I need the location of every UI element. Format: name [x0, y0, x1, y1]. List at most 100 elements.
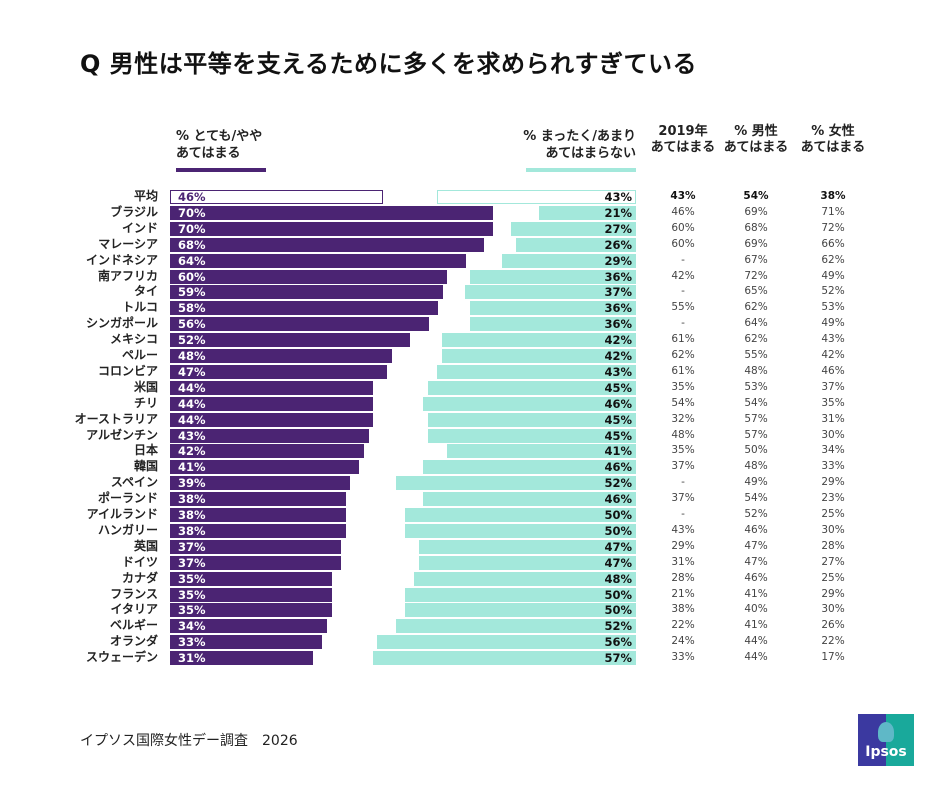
agree-value: 58% [178, 301, 206, 316]
value-2019: 35% [671, 380, 695, 393]
value-women: 30% [821, 428, 845, 441]
disagree-bar [372, 651, 636, 666]
value-women: 29% [821, 476, 845, 489]
country-label: 米国 [133, 379, 158, 394]
value-2019: 61% [671, 364, 695, 377]
agree-bar [170, 555, 341, 570]
value-men: 72% [744, 269, 768, 282]
country-label: ポーランド [97, 491, 158, 506]
disagree-bar [418, 539, 636, 554]
average-row: 平均 46% 43% 43% 54% 38% [0, 189, 940, 204]
agree-bar [170, 539, 341, 554]
disagree-bar [405, 523, 636, 538]
value-women: 38% [820, 190, 846, 202]
value-men: 48% [744, 364, 768, 377]
disagree-value: 21% [604, 205, 632, 220]
value-women: 30% [821, 603, 845, 616]
country-label: スウェーデン [85, 650, 158, 665]
value-women: 49% [821, 317, 845, 330]
legend-disagree: % まったく/あまり あてはまらない [523, 129, 636, 161]
country-row: ポーランド 38% 46% 37% 54% 23% [0, 491, 940, 507]
country-label: オランダ [109, 634, 158, 649]
disagree-value: 57% [604, 651, 632, 666]
country-row: ブラジル 70% 21% 46% 69% 71% [0, 205, 940, 220]
disagree-bar [502, 253, 636, 268]
disagree-value: 50% [604, 523, 632, 538]
value-men: 69% [744, 237, 768, 250]
agree-value: 44% [178, 396, 206, 411]
agree-bar [170, 444, 365, 459]
disagree-value: 37% [604, 285, 632, 300]
agree-value: 46% [178, 190, 206, 204]
value-2019: 46% [671, 205, 695, 218]
value-women: 26% [821, 619, 845, 632]
value-men: 48% [744, 460, 768, 473]
country-label: イタリア [110, 602, 158, 617]
agree-bar [170, 269, 448, 284]
agree-value: 42% [178, 444, 206, 459]
agree-value: 38% [178, 492, 206, 507]
value-women: 29% [821, 587, 845, 600]
value-men: 54% [744, 492, 768, 505]
agree-bar [170, 317, 429, 332]
value-2019: 60% [671, 221, 695, 234]
agree-bar [170, 571, 332, 586]
value-women: 28% [821, 539, 845, 552]
value-women: 25% [821, 571, 845, 584]
agree-bar [170, 508, 346, 522]
value-women: 43% [821, 333, 845, 346]
value-women: 33% [821, 460, 845, 473]
disagree-bar [423, 396, 636, 411]
disagree-value: 41% [604, 444, 632, 459]
country-row: ペルー 48% 42% 62% 55% 42% [0, 348, 940, 363]
value-men: 52% [744, 508, 768, 520]
column-header-2019: 2019年 あてはまる [650, 124, 716, 155]
disagree-value: 42% [604, 349, 632, 363]
agree-bar [170, 237, 485, 252]
value-2019: 48% [671, 428, 695, 441]
page-title: Q 男性は平等を支えるために多くを求められすぎている [80, 50, 698, 78]
agree-value: 59% [178, 285, 206, 300]
agree-value: 44% [178, 412, 206, 427]
disagree-value: 56% [604, 635, 632, 650]
value-women: 53% [821, 301, 845, 314]
disagree-bar [395, 619, 636, 634]
country-row: オランダ 33% 56% 24% 44% 22% [0, 634, 940, 650]
value-men: 50% [744, 444, 768, 457]
disagree-value: 45% [604, 380, 632, 395]
agree-bar [170, 635, 323, 650]
value-men: 62% [744, 301, 768, 314]
value-2019: 55% [671, 301, 695, 314]
country-row: 南アフリカ 60% 36% 42% 72% 49% [0, 269, 940, 284]
disagree-value: 52% [604, 619, 632, 634]
value-2019: - [681, 508, 685, 520]
country-label: スペイン [110, 475, 158, 490]
value-2019: 37% [671, 460, 695, 473]
value-women: 17% [821, 651, 845, 664]
disagree-bar [405, 603, 636, 618]
disagree-bar [441, 349, 636, 363]
disagree-bar [469, 301, 636, 316]
value-women: 25% [821, 508, 845, 520]
disagree-bar [405, 508, 636, 522]
agree-value: 68% [178, 237, 206, 252]
country-label: カナダ [121, 570, 158, 585]
disagree-value: 47% [604, 539, 632, 554]
country-label: ブラジル [110, 204, 158, 219]
country-label: アイルランド [86, 507, 158, 521]
legend-agree-line [176, 168, 266, 172]
disagree-value: 46% [604, 492, 632, 507]
value-men: 62% [744, 333, 768, 346]
agree-bar [170, 460, 360, 475]
agree-bar [170, 364, 388, 379]
disagree-bar [465, 285, 636, 300]
agree-value: 33% [178, 635, 206, 650]
country-label: マレーシア [98, 236, 158, 251]
disagree-value: 36% [604, 317, 632, 332]
country-row: スペイン 39% 52% - 49% 29% [0, 475, 940, 491]
disagree-bar [395, 476, 636, 491]
country-row: オーストラリア 44% 45% 32% 57% 31% [0, 412, 940, 427]
value-2019: 24% [671, 635, 695, 648]
country-row: ドイツ 37% 47% 31% 47% 27% [0, 555, 940, 570]
disagree-bar [441, 333, 636, 348]
